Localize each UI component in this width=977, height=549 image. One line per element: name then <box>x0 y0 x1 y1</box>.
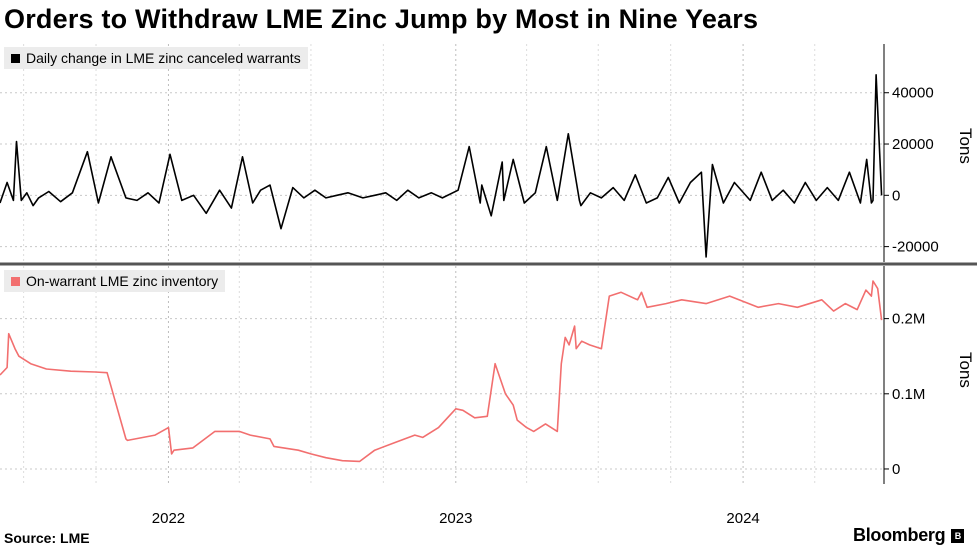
legend-bottom-label: On-warrant LME zinc inventory <box>26 273 219 289</box>
legend-top: Daily change in LME zinc canceled warran… <box>4 47 308 69</box>
y-axis-label-top: Tons <box>956 128 975 164</box>
chart-title: Orders to Withdraw LME Zinc Jump by Most… <box>4 4 759 34</box>
x-tick-label: 2024 <box>726 510 759 527</box>
x-tick-label: 2023 <box>439 510 472 527</box>
y-tick-label: 0 <box>892 187 900 204</box>
bloomberg-logo: Bloomberg B <box>853 525 965 546</box>
y-tick-label: 0 <box>892 461 900 478</box>
legend-top-label: Daily change in LME zinc canceled warran… <box>26 50 301 66</box>
source-note: Source: LME <box>4 530 90 546</box>
y-tick-label: 40000 <box>892 85 934 102</box>
x-tick-label: 2022 <box>152 510 185 527</box>
bloomberg-mark-icon: B <box>951 528 965 543</box>
y-tick-label: -20000 <box>892 239 939 256</box>
y-tick-label: 20000 <box>892 136 934 153</box>
legend-bottom-swatch <box>11 276 20 286</box>
legend-top-swatch <box>11 53 20 63</box>
brand-name: Bloomberg <box>853 525 946 545</box>
y-axis-label-bottom: Tons <box>956 352 975 388</box>
y-tick-label: 0.1M <box>892 386 925 403</box>
legend-bottom: On-warrant LME zinc inventory <box>4 270 226 292</box>
y-tick-label: 0.2M <box>892 311 925 328</box>
series-line-canceled-warrants <box>0 74 883 258</box>
series-line-on-warrant-inventory <box>0 280 883 463</box>
